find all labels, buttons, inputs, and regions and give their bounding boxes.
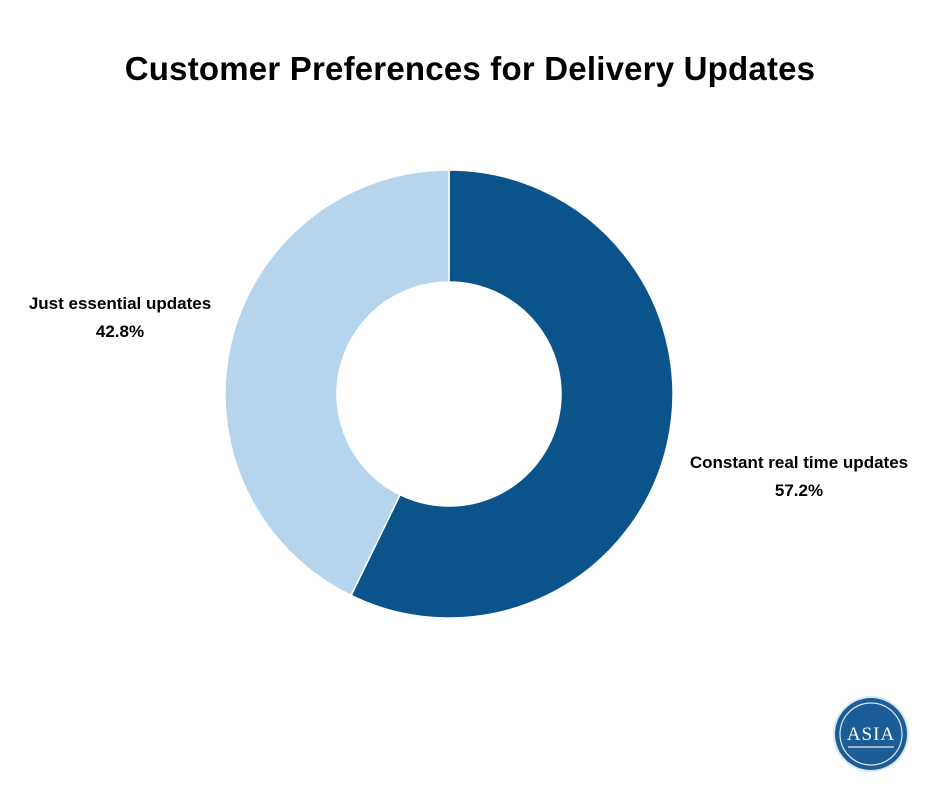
slice-label-realtime: Constant real time updates 57.2% <box>668 449 930 505</box>
slice-value-label: 42.8% <box>95 322 145 341</box>
slice-label-essential: Just essential updates 42.8% <box>10 290 230 346</box>
slice-label-text: Just essential updates <box>28 294 212 313</box>
slice-value-label: 57.2% <box>774 481 824 500</box>
slice-label-text: Constant real time updates <box>689 453 909 472</box>
svg-text:ASIA: ASIA <box>847 724 895 745</box>
asia-logo: ASIA <box>833 696 909 772</box>
donut-slice-1 <box>224 169 450 597</box>
donut-slice-0 <box>350 169 674 619</box>
chart-title: Customer Preferences for Delivery Update… <box>124 50 816 87</box>
